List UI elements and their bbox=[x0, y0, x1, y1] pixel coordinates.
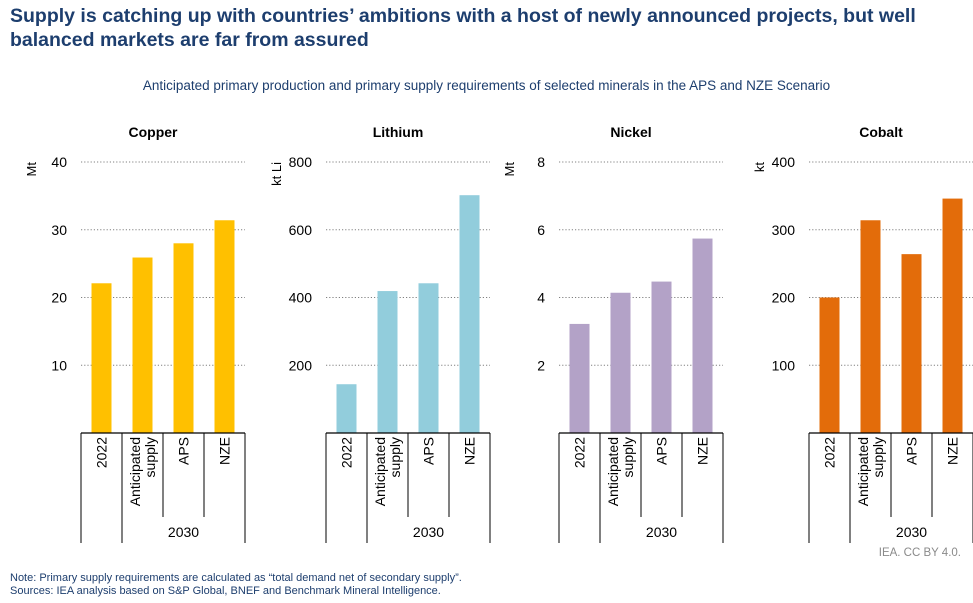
x-tick-label: NZE bbox=[695, 437, 711, 465]
x-tick-label: NZE bbox=[217, 437, 233, 465]
x-tick-label: NZE bbox=[462, 437, 478, 465]
group-label: 2030 bbox=[168, 524, 199, 540]
panel-title: Lithium bbox=[373, 124, 424, 140]
bar-aps bbox=[901, 254, 922, 433]
x-tick-label: APS bbox=[904, 437, 920, 465]
bar-aps bbox=[173, 243, 194, 433]
bar-2022 bbox=[91, 283, 112, 433]
y-tick-label: 8 bbox=[537, 154, 545, 170]
x-tick-label: 2022 bbox=[94, 437, 110, 468]
x-tick-label: APS bbox=[654, 437, 670, 465]
bar-nze bbox=[214, 220, 235, 433]
x-tick-label: supply bbox=[870, 437, 886, 477]
bar-anticipated-supply bbox=[610, 292, 631, 433]
y-tick-label: 600 bbox=[289, 222, 313, 238]
bar-2022 bbox=[569, 323, 590, 433]
x-tick-label: supply bbox=[142, 437, 158, 477]
x-tick-label: 2022 bbox=[572, 437, 588, 468]
chart-subtitle: Anticipated primary production and prima… bbox=[142, 78, 831, 93]
y-tick-label: 6 bbox=[537, 222, 545, 238]
page-title: Supply is catching up with countries’ am… bbox=[10, 5, 916, 51]
x-tick-label: Anticipated bbox=[127, 437, 143, 506]
bar-aps bbox=[418, 283, 439, 433]
x-tick-label: APS bbox=[176, 437, 192, 465]
panel-title: Nickel bbox=[610, 124, 651, 140]
y-tick-label: 20 bbox=[51, 290, 67, 306]
group-label: 2030 bbox=[413, 524, 444, 540]
note-text: Note: Primary supply requirements are ca… bbox=[10, 572, 462, 584]
y-tick-label: 200 bbox=[289, 357, 313, 373]
y-axis-label: kt Li bbox=[269, 162, 284, 186]
y-axis-label: Mt bbox=[24, 162, 39, 177]
group-label: 2030 bbox=[646, 524, 677, 540]
bar-anticipated-supply bbox=[377, 291, 398, 433]
y-tick-label: 300 bbox=[772, 222, 796, 238]
x-tick-label: supply bbox=[620, 437, 636, 477]
y-tick-label: 200 bbox=[772, 290, 796, 306]
y-tick-label: 400 bbox=[289, 290, 313, 306]
panel-title: Cobalt bbox=[859, 124, 903, 140]
credit: IEA. CC BY 4.0. bbox=[878, 547, 961, 559]
footnote: Note: Primary supply requirements are ca… bbox=[10, 572, 462, 598]
bar-anticipated-supply bbox=[132, 257, 153, 433]
x-tick-label: APS bbox=[421, 437, 437, 465]
x-tick-label: Anticipated bbox=[605, 437, 621, 506]
sources-text: Sources: IEA analysis based on S&P Globa… bbox=[10, 585, 441, 597]
x-tick-label: Anticipated bbox=[372, 437, 388, 506]
group-label: 2030 bbox=[896, 524, 927, 540]
bar-aps bbox=[651, 281, 672, 433]
y-tick-label: 4 bbox=[537, 290, 545, 306]
y-tick-label: 10 bbox=[51, 357, 67, 373]
y-axis-label: Mt bbox=[502, 162, 517, 177]
bar-2022 bbox=[819, 297, 840, 433]
x-tick-label: 2022 bbox=[822, 437, 838, 468]
y-tick-label: 40 bbox=[51, 154, 67, 170]
bar-anticipated-supply bbox=[860, 220, 881, 433]
bar-nze bbox=[692, 238, 713, 433]
x-tick-label: 2022 bbox=[339, 437, 355, 468]
y-tick-label: 2 bbox=[537, 357, 545, 373]
x-tick-label: NZE bbox=[945, 437, 961, 465]
x-tick-label: Anticipated bbox=[855, 437, 871, 506]
x-tick-label: supply bbox=[387, 437, 403, 477]
bar-2022 bbox=[336, 384, 357, 433]
y-tick-label: 800 bbox=[289, 154, 313, 170]
panel-title: Copper bbox=[129, 124, 179, 140]
bar-nze bbox=[942, 198, 963, 433]
y-tick-label: 30 bbox=[51, 222, 67, 238]
y-tick-label: 100 bbox=[772, 357, 796, 373]
y-tick-label: 400 bbox=[772, 154, 796, 170]
bar-nze bbox=[459, 195, 480, 433]
y-axis-label: kt bbox=[752, 162, 767, 173]
